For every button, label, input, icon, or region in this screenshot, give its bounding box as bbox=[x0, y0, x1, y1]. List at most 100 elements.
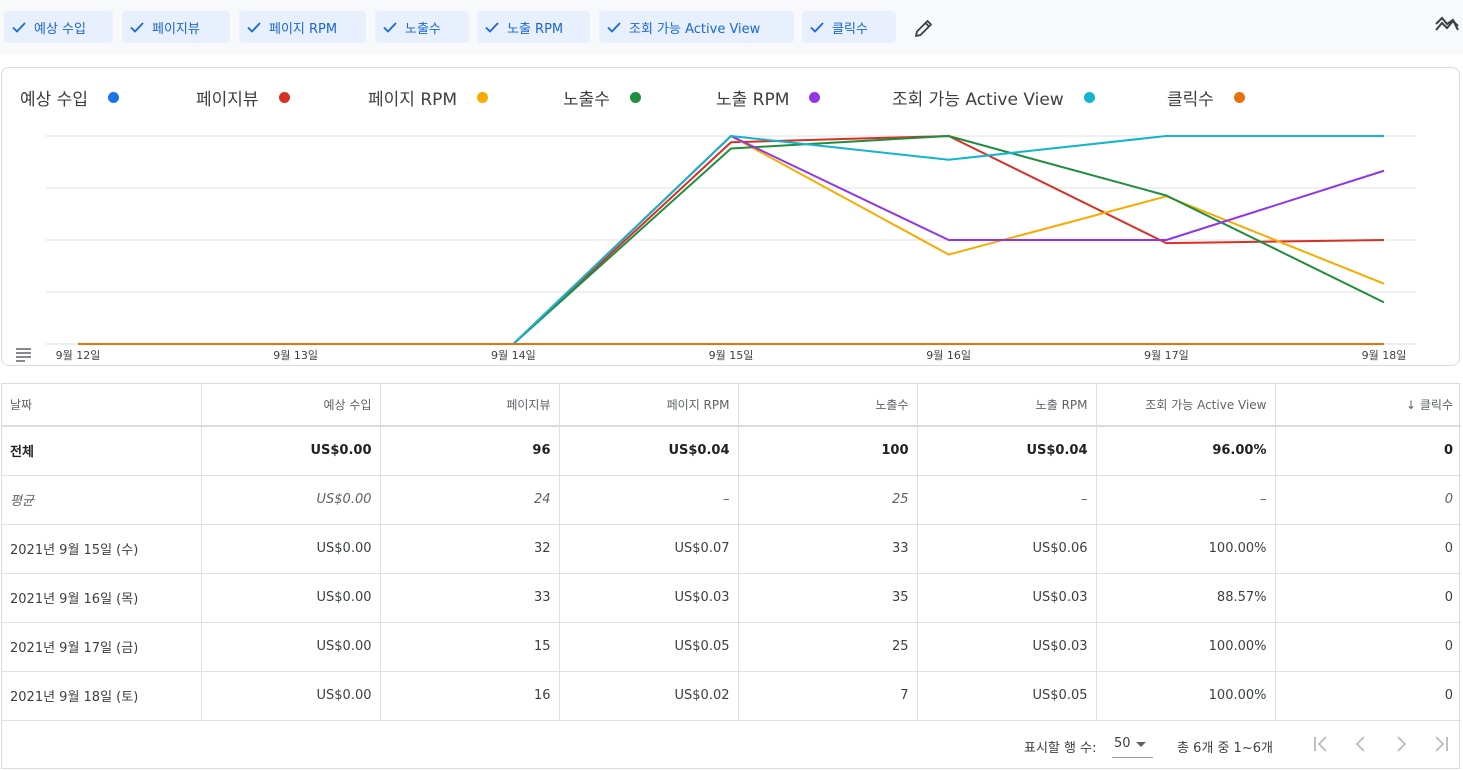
legend-label: 조회 가능 Active View bbox=[892, 90, 1064, 110]
legend-item-clicks: 클릭수 bbox=[1167, 85, 1245, 110]
cell-value: 100 bbox=[738, 426, 918, 476]
legend-item-estimated-earnings: 예상 수입 bbox=[20, 85, 119, 110]
chip-impression-rpm[interactable]: 노출 RPM bbox=[477, 11, 590, 43]
legend-label: 노출 RPM bbox=[716, 90, 790, 110]
cell-date: 2021년 9월 18일 (토) bbox=[2, 671, 202, 721]
next-page-icon[interactable] bbox=[1389, 732, 1413, 756]
cell-value: – bbox=[559, 475, 739, 525]
cell-value: 24 bbox=[380, 475, 560, 525]
header-impression-rpm[interactable]: 노출 RPM bbox=[917, 384, 1097, 427]
cell-value: US$0.03 bbox=[559, 573, 739, 623]
chip-active-view-viewable[interactable]: 조회 가능 Active View bbox=[599, 11, 794, 43]
legend-dot bbox=[809, 92, 821, 103]
legend-label: 클릭수 bbox=[1167, 90, 1214, 110]
chart-menu-icon[interactable] bbox=[14, 346, 34, 362]
cell-value: US$0.00 bbox=[201, 426, 381, 476]
x-tick-label: 9월 18일 bbox=[1362, 348, 1407, 362]
cell-date: 2021년 9월 16일 (목) bbox=[2, 573, 202, 623]
cell-value: – bbox=[917, 475, 1097, 525]
cell-value: 0 bbox=[1275, 573, 1461, 623]
first-page-icon[interactable] bbox=[1309, 732, 1333, 756]
trend-chart-icon[interactable] bbox=[1434, 14, 1462, 40]
cell-value: – bbox=[1096, 475, 1276, 525]
header-page-views[interactable]: 페이지뷰 bbox=[380, 384, 560, 427]
table-row: 2021년 9월 16일 (목) US$0.00 33 US$0.03 35 U… bbox=[2, 573, 1461, 623]
table-row: 2021년 9월 17일 (금) US$0.00 15 US$0.05 25 U… bbox=[2, 622, 1461, 672]
cell-value: 25 bbox=[738, 475, 918, 525]
header-clicks-sorted[interactable]: ↓ 클릭수 bbox=[1275, 384, 1461, 427]
header-impressions[interactable]: 노출수 bbox=[738, 384, 918, 427]
cell-value: 35 bbox=[738, 573, 918, 623]
chip-label: 예상 수입 bbox=[34, 21, 86, 37]
x-tick-label: 9월 13일 bbox=[273, 348, 318, 362]
rows-per-page-label: 표시할 행 수: bbox=[1024, 741, 1097, 756]
cell-label: 평균 bbox=[2, 475, 202, 525]
metric-chips-bar: 예상 수입 페이지뷰 페이지 RPM 노출수 노출 RPM 조회 가능 Acti… bbox=[0, 0, 1463, 54]
table-row: 2021년 9월 18일 (토) US$0.00 16 US$0.02 7 US… bbox=[2, 671, 1461, 721]
chip-label: 페이지 RPM bbox=[269, 21, 338, 37]
cell-value: US$0.07 bbox=[559, 524, 739, 574]
cell-date: 2021년 9월 15일 (수) bbox=[2, 524, 202, 574]
cell-value: 0 bbox=[1275, 671, 1461, 721]
cell-value: US$0.03 bbox=[917, 573, 1097, 623]
check-icon bbox=[599, 11, 629, 43]
legend-dot bbox=[107, 92, 119, 103]
legend-label: 페이지 RPM bbox=[368, 90, 458, 110]
cell-value: 0 bbox=[1275, 524, 1461, 574]
cell-value: 96.00% bbox=[1096, 426, 1276, 476]
cell-value: 32 bbox=[380, 524, 560, 574]
table-row: 2021년 9월 15일 (수) US$0.00 32 US$0.07 33 U… bbox=[2, 524, 1461, 574]
check-icon bbox=[239, 11, 269, 43]
chip-label: 노출수 bbox=[405, 21, 441, 37]
x-tick-label: 9월 14일 bbox=[491, 348, 536, 362]
legend-dot bbox=[477, 92, 489, 103]
header-page-rpm[interactable]: 페이지 RPM bbox=[559, 384, 739, 427]
cell-value: 25 bbox=[738, 622, 918, 672]
cell-value: US$0.00 bbox=[201, 475, 381, 525]
chip-clicks[interactable]: 클릭수 bbox=[802, 11, 896, 43]
legend-label: 노출수 bbox=[563, 90, 610, 110]
legend-label: 예상 수입 bbox=[20, 90, 88, 110]
page-range-text: 총 6개 중 1~6개 bbox=[1177, 741, 1273, 756]
table-row-total: 전체 US$0.00 96 US$0.04 100 US$0.04 96.00%… bbox=[2, 426, 1461, 476]
chip-estimated-earnings[interactable]: 예상 수입 bbox=[4, 11, 113, 43]
report-table: 날짜 예상 수입 페이지뷰 페이지 RPM 노출수 노출 RPM 조회 가능 A… bbox=[1, 383, 1461, 769]
cell-value: US$0.05 bbox=[559, 622, 739, 672]
chip-impressions[interactable]: 노출수 bbox=[375, 11, 469, 43]
header-active-view[interactable]: 조회 가능 Active View bbox=[1096, 384, 1276, 427]
rows-per-page-select[interactable]: 50 bbox=[1112, 730, 1153, 758]
rows-per-page-value: 50 bbox=[1114, 736, 1131, 751]
legend-item-page-rpm: 페이지 RPM bbox=[368, 85, 489, 110]
last-page-icon[interactable] bbox=[1429, 732, 1453, 756]
x-tick-label: 9월 12일 bbox=[56, 348, 101, 362]
cell-value: 100.00% bbox=[1096, 524, 1276, 574]
legend-item-active-view: 조회 가능 Active View bbox=[892, 85, 1095, 110]
pencil-icon[interactable] bbox=[912, 16, 936, 40]
chart-card: 예상 수입 페이지뷰 페이지 RPM 노출수 노출 RPM 조회 가능 Acti… bbox=[1, 67, 1460, 366]
x-tick-label: 9월 17일 bbox=[1144, 348, 1189, 362]
chip-label: 클릭수 bbox=[832, 21, 868, 37]
chip-page-rpm[interactable]: 페이지 RPM bbox=[239, 11, 366, 43]
table-row-average: 평균 US$0.00 24 – 25 – – 0 bbox=[2, 475, 1461, 525]
pagination-bar: 표시할 행 수: 50 총 6개 중 1~6개 bbox=[2, 720, 1461, 768]
cell-value: 100.00% bbox=[1096, 671, 1276, 721]
header-date[interactable]: 날짜 bbox=[2, 384, 202, 427]
cell-value: US$0.00 bbox=[201, 622, 381, 672]
x-tick-label: 9월 16일 bbox=[926, 348, 971, 362]
legend-dot bbox=[1083, 92, 1095, 103]
legend-label: 페이지뷰 bbox=[196, 90, 259, 110]
cell-value: US$0.05 bbox=[917, 671, 1097, 721]
header-estimated-earnings[interactable]: 예상 수입 bbox=[201, 384, 381, 427]
cell-value: US$0.00 bbox=[201, 524, 381, 574]
legend-item-impressions: 노출수 bbox=[563, 85, 641, 110]
cell-value: US$0.03 bbox=[917, 622, 1097, 672]
legend-item-impression-rpm: 노출 RPM bbox=[716, 85, 821, 110]
previous-page-icon[interactable] bbox=[1349, 732, 1373, 756]
chip-page-views[interactable]: 페이지뷰 bbox=[122, 11, 230, 43]
check-icon bbox=[122, 11, 152, 43]
cell-date: 2021년 9월 17일 (금) bbox=[2, 622, 202, 672]
cell-value: 16 bbox=[380, 671, 560, 721]
cell-value: 0 bbox=[1275, 622, 1461, 672]
check-icon bbox=[802, 11, 832, 43]
cell-value: 0 bbox=[1275, 426, 1461, 476]
